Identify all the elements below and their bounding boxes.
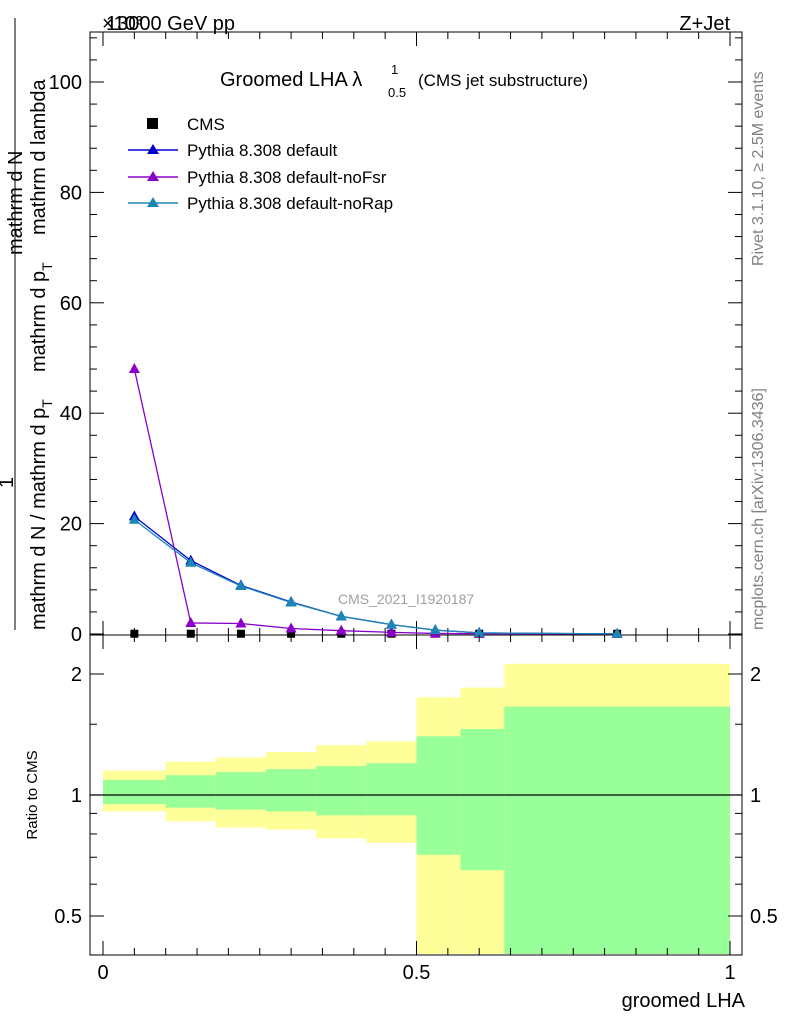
rivet-label: Rivet 3.1.10, ≥ 2.5M events bbox=[750, 71, 767, 266]
analysis-watermark: CMS_2021_I1920187 bbox=[338, 591, 474, 607]
process-label: Z+Jet bbox=[679, 13, 730, 35]
top-ytick-label: 100 bbox=[49, 72, 82, 94]
series-marker-3 bbox=[128, 513, 140, 524]
series-line-1 bbox=[133, 515, 618, 635]
xtick-label: 0 bbox=[97, 962, 108, 984]
xtick-label: 1 bbox=[724, 962, 735, 984]
series-marker-2 bbox=[385, 626, 397, 637]
stat-uncertainty-band bbox=[504, 706, 730, 954]
xaxis-label: groomed LHA bbox=[622, 990, 746, 1012]
series-marker-3 bbox=[473, 626, 485, 637]
legend-label-default: Pythia 8.308 default bbox=[187, 141, 338, 160]
top-ylabel: mathrm d N / mathrm d pT 1 bbox=[0, 18, 55, 630]
title-subtitle: (CMS jet substructure) bbox=[418, 71, 588, 90]
top-ytick-label: 40 bbox=[60, 403, 82, 425]
top-series bbox=[128, 363, 623, 638]
mcplots-label: mcplots.cern.ch [arXiv:1306.3436] bbox=[750, 388, 767, 630]
ylabel-denominator-2b: mathrm d pT bbox=[28, 262, 55, 372]
legend-label-nofsr: Pythia 8.308 default-noFsr bbox=[187, 168, 387, 187]
top-ytick-label: 20 bbox=[60, 514, 82, 536]
stat-uncertainty-band bbox=[316, 766, 367, 816]
title-sup: 1 bbox=[391, 62, 398, 77]
title-main: Groomed LHA λ bbox=[220, 69, 362, 91]
legend-label-norap: Pythia 8.308 default-noRap bbox=[187, 194, 393, 213]
legend-marker-default bbox=[147, 144, 159, 154]
series-line-3 bbox=[133, 519, 618, 635]
series-marker-3 bbox=[611, 627, 623, 638]
ylabel-denominator-3: mathrm d lambda bbox=[28, 79, 50, 235]
series-marker-3 bbox=[335, 610, 347, 621]
plot-title: Groomed LHA λ 1 0.5 (CMS jet substructur… bbox=[220, 62, 588, 100]
legend-marker-nofsr bbox=[147, 171, 159, 181]
ratio-bands bbox=[90, 663, 742, 954]
cms-data-point bbox=[236, 629, 245, 638]
ylabel-numerator-n: N bbox=[5, 151, 27, 165]
top-ytick-label: 60 bbox=[60, 293, 82, 315]
stat-uncertainty-band bbox=[215, 772, 267, 810]
stat-uncertainty-band bbox=[266, 769, 317, 812]
legend-marker-cms bbox=[147, 118, 158, 129]
energy-label: 13000 GeV pp bbox=[106, 13, 235, 35]
xtick-label: 0.5 bbox=[403, 962, 431, 984]
series-marker-2 bbox=[285, 622, 297, 633]
ratio-axes: 0.5 0.5 1 1 2 2 0 0.5 1 bbox=[54, 635, 778, 984]
cms-data-point bbox=[186, 629, 195, 638]
series-marker-3 bbox=[185, 556, 197, 567]
legend-label-cms: CMS bbox=[187, 115, 225, 134]
series-marker-3 bbox=[429, 624, 441, 635]
cms-data-point bbox=[287, 629, 296, 638]
stat-uncertainty-band bbox=[103, 779, 166, 804]
stat-uncertainty-band bbox=[366, 763, 417, 816]
ratio-ytick-label: 0.5 bbox=[54, 906, 82, 928]
series-marker-3 bbox=[385, 618, 397, 629]
series-marker-2 bbox=[128, 363, 140, 374]
legend: CMS Pythia 8.308 default Pythia 8.308 de… bbox=[128, 115, 393, 213]
series-marker-3 bbox=[235, 579, 247, 590]
series-marker-2 bbox=[185, 616, 197, 627]
ylabel-denominator: mathrm d N / mathrm d pT bbox=[28, 399, 55, 630]
top-ylabel-numerator: mathrm d N bbox=[5, 151, 27, 255]
title-sub: 0.5 bbox=[388, 85, 406, 100]
ratio-ytick-label-right: 1 bbox=[750, 785, 761, 807]
legend-marker-norap bbox=[147, 197, 159, 207]
top-ylabel-upper: mathrm d pT mathrm d lambda bbox=[28, 79, 55, 372]
cms-data-point bbox=[130, 629, 139, 638]
ratio-ytick-label-right: 2 bbox=[750, 664, 761, 686]
ratio-ylabel: Ratio to CMS bbox=[24, 750, 41, 839]
series-marker-2 bbox=[235, 617, 247, 628]
stat-uncertainty-band bbox=[460, 728, 505, 871]
ratio-ytick-label: 1 bbox=[71, 785, 82, 807]
series-marker-2 bbox=[335, 624, 347, 635]
top-axes: 0 20 40 60 80 100 bbox=[49, 32, 742, 646]
ylabel-numerator-d: mathrm d bbox=[5, 171, 27, 255]
ylabel-numerator-one: 1 bbox=[0, 477, 18, 488]
ratio-ytick-label: 2 bbox=[71, 664, 82, 686]
top-ytick-label: 0 bbox=[71, 624, 82, 646]
stat-uncertainty-band bbox=[165, 775, 216, 808]
top-ytick-label: 80 bbox=[60, 182, 82, 204]
series-marker-3 bbox=[285, 596, 297, 607]
ratio-ytick-label-right: 0.5 bbox=[750, 906, 778, 928]
exponent-label: ×10³ bbox=[102, 13, 143, 35]
